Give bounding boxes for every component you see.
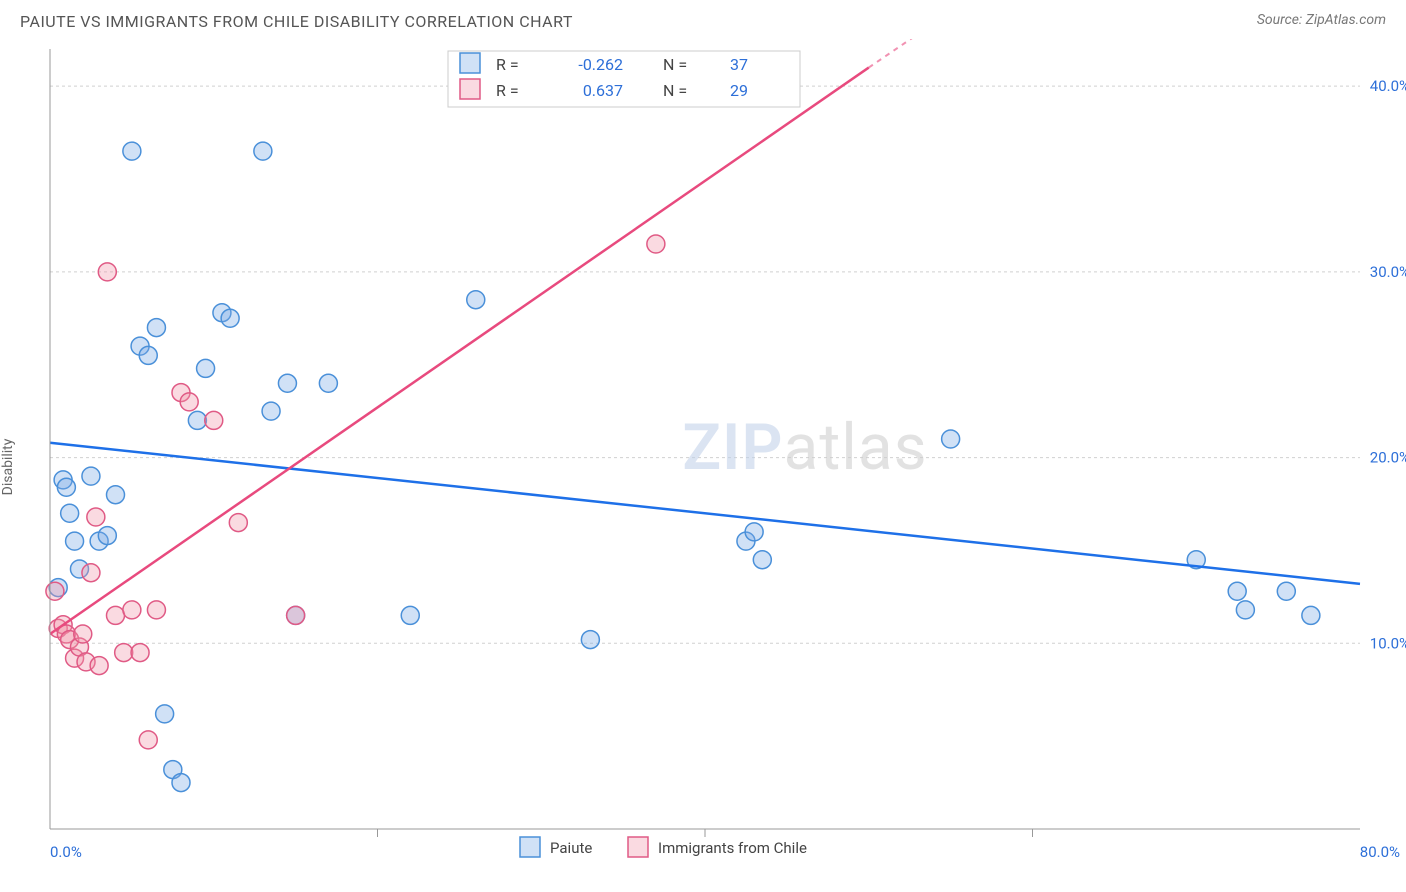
data-point bbox=[139, 346, 157, 364]
data-point bbox=[1228, 582, 1246, 600]
legend-n-label: N = bbox=[663, 55, 687, 74]
legend-swatch bbox=[628, 837, 648, 857]
data-point bbox=[123, 142, 141, 160]
legend-swatch bbox=[460, 53, 480, 73]
data-point bbox=[139, 731, 157, 749]
data-point bbox=[98, 263, 116, 281]
data-point bbox=[61, 504, 79, 522]
y-tick-label: 20.0% bbox=[1370, 449, 1406, 467]
legend-r-label: R = bbox=[496, 55, 519, 74]
data-point bbox=[107, 486, 125, 504]
watermark: ZIPatlas bbox=[682, 410, 927, 485]
legend-swatch bbox=[520, 837, 540, 857]
scatter-chart: 10.0% 20.0% 30.0% 40.0% ZIPatlas 0.0% 80.0% R =… bbox=[0, 39, 1406, 879]
legend-r-value: -0.262 bbox=[578, 55, 623, 74]
data-point bbox=[66, 532, 84, 550]
data-point bbox=[581, 631, 599, 649]
data-point bbox=[180, 393, 198, 411]
data-point bbox=[147, 319, 165, 337]
legend-series-label: Paiute bbox=[550, 839, 592, 857]
data-point bbox=[87, 508, 105, 526]
data-point bbox=[287, 606, 305, 624]
data-point bbox=[1277, 582, 1295, 600]
data-point bbox=[46, 582, 64, 600]
legend-n-label: N = bbox=[663, 81, 687, 100]
data-point bbox=[98, 527, 116, 545]
data-point bbox=[745, 523, 763, 541]
data-point bbox=[254, 142, 272, 160]
data-point bbox=[205, 411, 223, 429]
legend-r-value: 0.637 bbox=[583, 81, 623, 100]
legend-series-label: Immigrants from Chile bbox=[658, 839, 807, 857]
source-credit: Source: ZipAtlas.com bbox=[1257, 12, 1386, 28]
x-tick-label: 0.0% bbox=[50, 843, 82, 861]
data-point bbox=[942, 430, 960, 448]
data-point bbox=[647, 235, 665, 253]
legend-n-value: 37 bbox=[730, 55, 748, 74]
x-tick-label: 80.0% bbox=[1360, 843, 1400, 861]
y-tick-label: 10.0% bbox=[1370, 634, 1406, 652]
data-point bbox=[221, 309, 239, 327]
data-point bbox=[753, 551, 771, 569]
data-point bbox=[1236, 601, 1254, 619]
data-point bbox=[1302, 606, 1320, 624]
data-point bbox=[82, 467, 100, 485]
data-point bbox=[401, 606, 419, 624]
data-point bbox=[115, 644, 133, 662]
data-point bbox=[319, 374, 337, 392]
trend-line-chile-extrapolated bbox=[869, 39, 951, 68]
data-point bbox=[467, 291, 485, 309]
data-point bbox=[123, 601, 141, 619]
chart-title: PAIUTE VS IMMIGRANTS FROM CHILE DISABILI… bbox=[20, 12, 573, 31]
data-point bbox=[278, 374, 296, 392]
data-point bbox=[156, 705, 174, 723]
data-point bbox=[172, 774, 190, 792]
data-point bbox=[197, 359, 215, 377]
y-axis-label: Disability bbox=[0, 439, 16, 496]
data-point bbox=[262, 402, 280, 420]
y-tick-label: 30.0% bbox=[1370, 263, 1406, 281]
data-point bbox=[147, 601, 165, 619]
data-point bbox=[57, 478, 75, 496]
data-point bbox=[188, 411, 206, 429]
legend-r-label: R = bbox=[496, 81, 519, 100]
y-tick-label: 40.0% bbox=[1370, 77, 1406, 95]
legend-swatch bbox=[460, 79, 480, 99]
data-point bbox=[74, 625, 92, 643]
legend-n-value: 29 bbox=[730, 81, 748, 100]
data-point bbox=[229, 514, 247, 532]
data-point bbox=[107, 606, 125, 624]
data-point bbox=[82, 564, 100, 582]
data-point bbox=[90, 657, 108, 675]
data-point bbox=[131, 644, 149, 662]
